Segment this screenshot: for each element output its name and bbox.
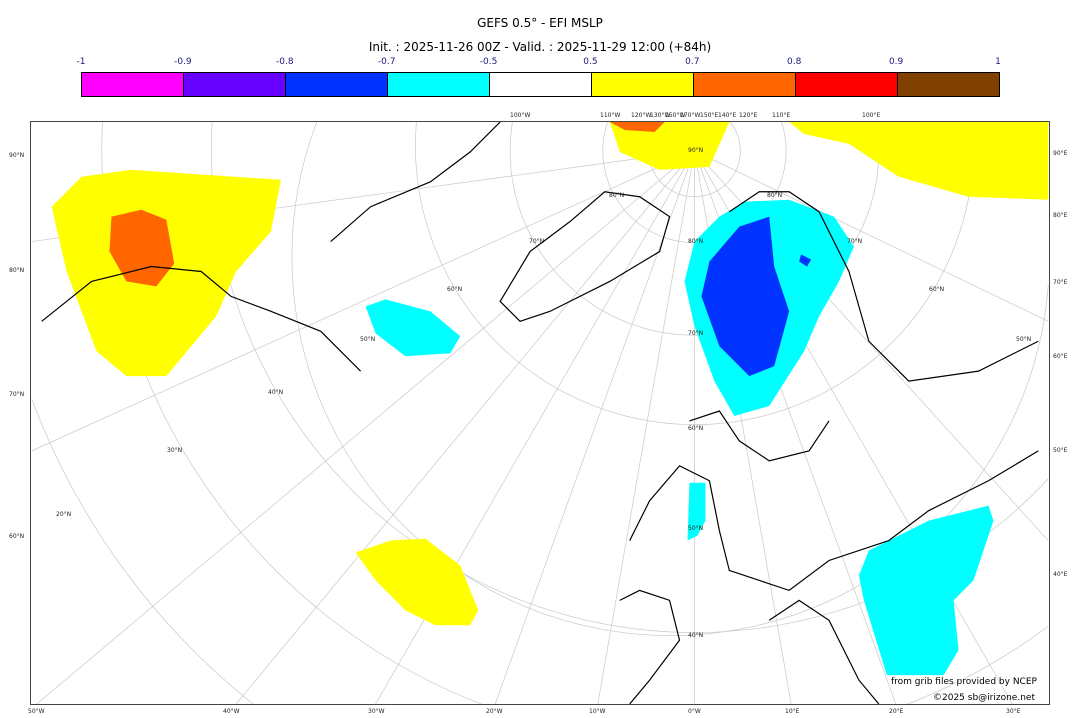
colorbar-swatch bbox=[184, 73, 286, 96]
colorbar-swatch bbox=[796, 73, 898, 96]
colorbar-tick-label: -1 bbox=[76, 57, 86, 67]
patch-yellow-atlantic bbox=[355, 538, 479, 626]
graticule-label: 100°W bbox=[510, 112, 531, 119]
graticule-label: 60°N bbox=[9, 533, 25, 540]
graticule-label: 80°N bbox=[767, 192, 783, 199]
graticule-label: 150°W bbox=[665, 112, 686, 119]
graticule-label: 30°W bbox=[368, 708, 385, 715]
patch-blue-scandinavia bbox=[701, 216, 790, 377]
graticule-label: 110°W bbox=[600, 112, 621, 119]
colorbar-tick-label: 0.7 bbox=[685, 57, 700, 67]
graticule-label: 170°W bbox=[680, 112, 701, 119]
colorbar-swatch bbox=[82, 73, 184, 96]
graticule-label: 20°W bbox=[486, 708, 503, 715]
graticule-label: 70°N bbox=[688, 330, 704, 337]
colorbar-tick-label: 0.5 bbox=[583, 57, 598, 67]
colorbar-swatch bbox=[592, 73, 694, 96]
graticule-label: 20°E bbox=[889, 708, 904, 715]
coastlines bbox=[41, 122, 1039, 704]
graticule-label: 90°N bbox=[9, 152, 25, 159]
graticule-label: 40°E bbox=[1053, 571, 1068, 578]
graticule-label: 90°N bbox=[688, 147, 704, 154]
graticule-label: 100°E bbox=[862, 112, 881, 119]
colorbar-swatch bbox=[286, 73, 388, 96]
graticule-label: 30°E bbox=[1006, 708, 1021, 715]
colorbar bbox=[81, 72, 1000, 97]
data-source-credit: from grib files provided by NCEP bbox=[891, 677, 1037, 687]
patch-yellow-arctic bbox=[609, 122, 730, 170]
efi-patches bbox=[51, 122, 1049, 676]
graticule-label: 40°N bbox=[268, 389, 284, 396]
patch-orange-arctic bbox=[609, 122, 665, 132]
graticule-label: 70°N bbox=[847, 238, 863, 245]
colorbar-tick-label: 0.9 bbox=[888, 57, 904, 67]
graticule-label: 110°E bbox=[772, 112, 791, 119]
graticule-label: 50°N bbox=[1016, 336, 1032, 343]
graticule-label: 130°W bbox=[650, 112, 671, 119]
graticule-label: 60°N bbox=[929, 286, 945, 293]
graticule-label: 30°N bbox=[167, 447, 183, 454]
graticule-label: 40°W bbox=[223, 708, 240, 715]
map-subtitle: Init. : 2025-11-26 00Z - Valid. : 2025-1… bbox=[368, 40, 712, 54]
graticule-label: 120°E bbox=[739, 112, 758, 119]
map-title: GEFS 0.5° - EFI MSLP bbox=[477, 16, 603, 30]
graticule-label: 50°W bbox=[28, 708, 45, 715]
graticule-label: 10°E bbox=[785, 708, 800, 715]
colorbar-swatch bbox=[694, 73, 796, 96]
graticule-label: 80°N bbox=[609, 192, 625, 199]
colorbar-swatch bbox=[490, 73, 592, 96]
graticule-label: 150°E bbox=[700, 112, 719, 119]
patch-cyan-balkans bbox=[858, 505, 994, 676]
colorbar-tick-label: -0.8 bbox=[275, 57, 294, 67]
graticule-label: 60°N bbox=[688, 425, 704, 432]
graticule-label: 10°W bbox=[589, 708, 606, 715]
graticule-label: 50°N bbox=[360, 336, 376, 343]
graticule-label: 70°N bbox=[9, 391, 25, 398]
colorbar-tick-label: 1 bbox=[995, 57, 1001, 67]
graticule-label: 40°N bbox=[688, 632, 704, 639]
colorbar-tick-label: -0.5 bbox=[479, 57, 498, 67]
patch-cyan-baffin bbox=[365, 299, 461, 357]
patch-yellow-siberia bbox=[789, 122, 1049, 200]
colorbar-tick-label: 0.8 bbox=[787, 57, 802, 67]
colorbar-tick-label: -0.7 bbox=[377, 57, 396, 67]
colorbar-tick-label: -0.9 bbox=[174, 57, 192, 67]
graticule-label: 50°E bbox=[1053, 447, 1068, 454]
copyright-credit: ©2025 sb@irizone.net bbox=[933, 693, 1035, 703]
colorbar-swatch bbox=[388, 73, 490, 96]
graticule-label: 60°E bbox=[1053, 353, 1068, 360]
graticule-label: 80°N bbox=[9, 267, 25, 274]
colorbar-swatch bbox=[898, 73, 999, 96]
graticule-label: 60°N bbox=[447, 286, 463, 293]
graticule-label: 120°W bbox=[631, 112, 652, 119]
graticule-label: 0°W bbox=[688, 708, 701, 715]
graticule-label: 80°N bbox=[688, 238, 704, 245]
patch-cyan-uk bbox=[687, 482, 706, 541]
graticule-label: 140°E bbox=[718, 112, 737, 119]
map-area bbox=[30, 121, 1050, 705]
graticule-label: 70°E bbox=[1053, 279, 1068, 286]
graticule-label: 50°N bbox=[688, 525, 704, 532]
graticule-label: 90°E bbox=[1053, 150, 1068, 157]
graticule-label: 20°N bbox=[56, 511, 72, 518]
patch-blue-small bbox=[799, 254, 812, 267]
graticule-label: 80°E bbox=[1053, 212, 1068, 219]
graticule-label: 70°N bbox=[529, 238, 545, 245]
